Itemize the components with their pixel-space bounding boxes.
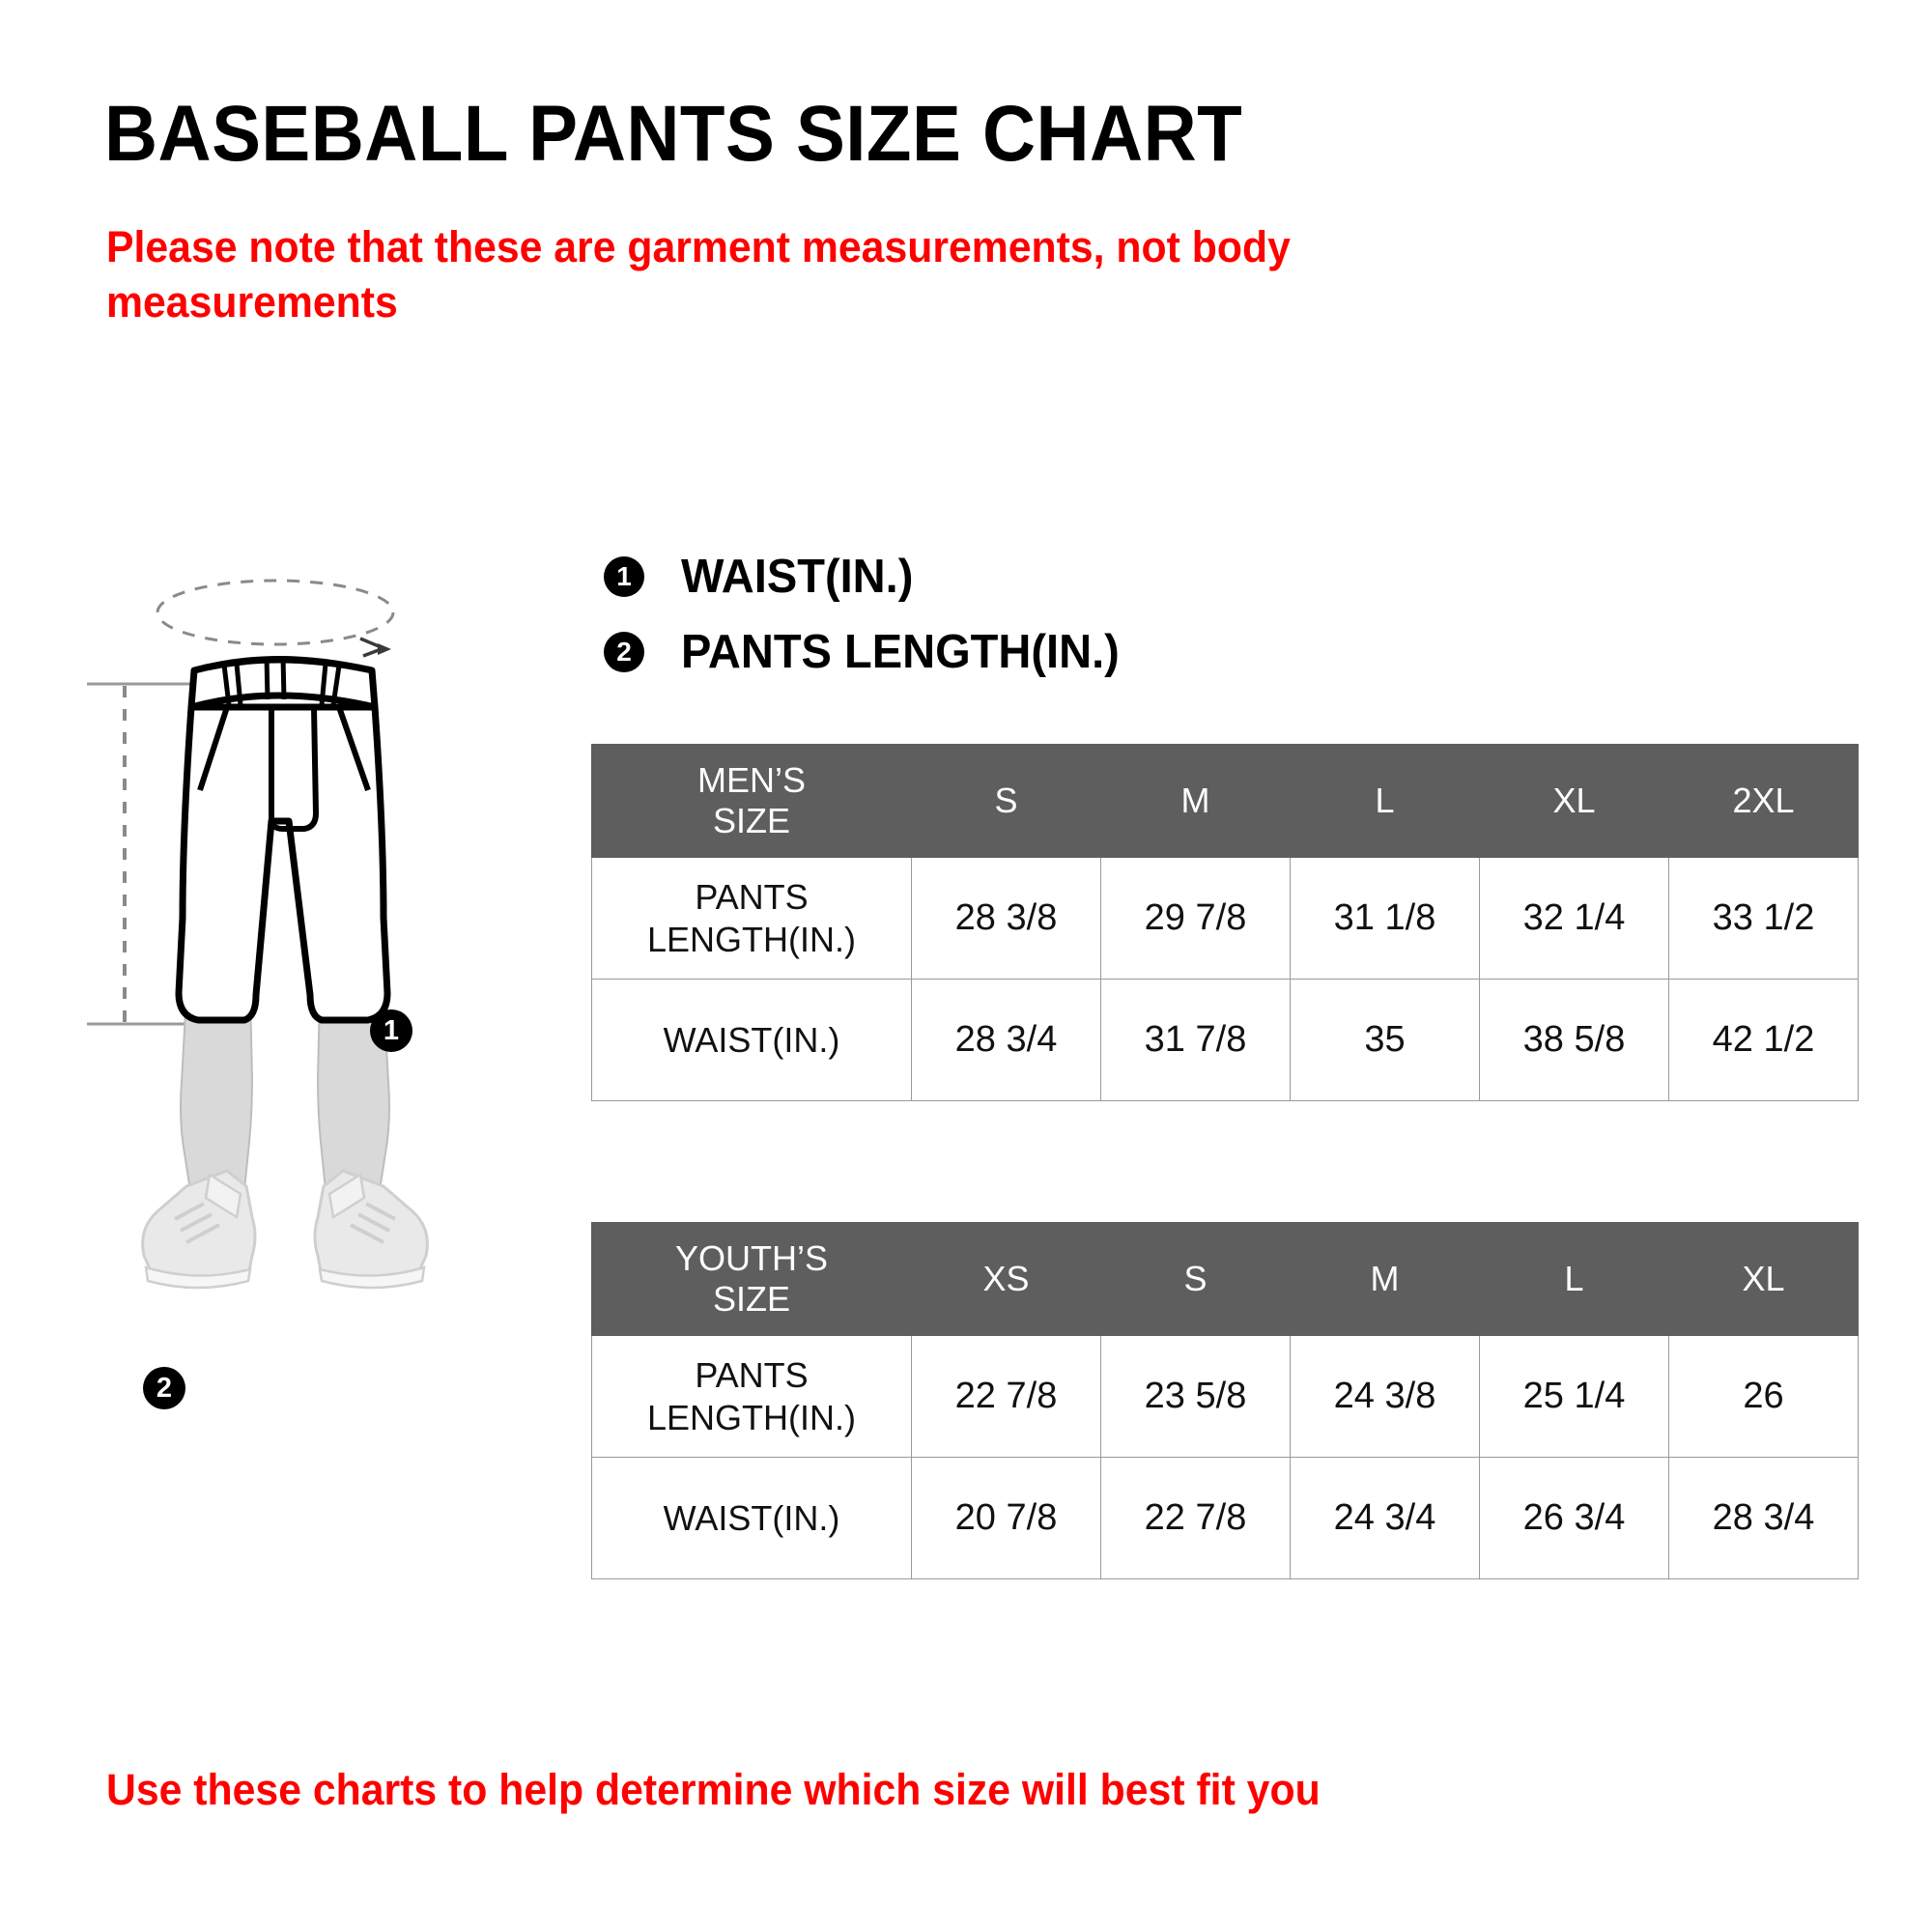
row-label-line2: LENGTH(IN.) <box>647 1397 856 1437</box>
shoe-left <box>141 1169 257 1290</box>
youths-size-table: YOUTH’S SIZE XS S M L XL PANTS LENGTH(IN… <box>591 1222 1859 1579</box>
youths-pants-length-xs: 22 7/8 <box>911 1335 1101 1458</box>
legend-item-waist: 1 WAIST(IN.) <box>604 539 1138 614</box>
youths-size-col-l: L <box>1479 1222 1669 1336</box>
waist-marker-badge: 1 <box>370 1009 412 1052</box>
youths-row-label-waist: WAIST(IN.) <box>591 1457 912 1579</box>
page-title: BASEBALL PANTS SIZE CHART <box>104 90 1243 178</box>
mens-size-col-l: L <box>1290 744 1480 858</box>
measurement-legend: 1 WAIST(IN.) 2 PANTS LENGTH(IN.) <box>604 539 1138 690</box>
mens-size-col-m: M <box>1100 744 1291 858</box>
waist-arrowhead-icon <box>378 643 391 655</box>
youths-size-col-xl: XL <box>1668 1222 1859 1336</box>
youths-row-label-pants-length: PANTS LENGTH(IN.) <box>591 1335 912 1458</box>
mens-waist-s: 28 3/4 <box>911 979 1101 1101</box>
pants-illustration: 1 2 <box>82 541 488 1507</box>
belt-loop-center <box>264 656 287 700</box>
mens-pants-length-s: 28 3/8 <box>911 857 1101 980</box>
mens-corner-header: MEN’S SIZE <box>591 744 912 858</box>
youths-waist-l: 26 3/4 <box>1479 1457 1669 1579</box>
row-label-line2: LENGTH(IN.) <box>647 919 856 959</box>
youths-waist-m: 24 3/4 <box>1290 1457 1480 1579</box>
mens-waist-2xl: 42 1/2 <box>1668 979 1859 1101</box>
youths-pants-length-l: 25 1/4 <box>1479 1335 1669 1458</box>
mens-pants-length-2xl: 33 1/2 <box>1668 857 1859 980</box>
row-label-line1: PANTS <box>695 1355 809 1396</box>
table-row: PANTS LENGTH(IN.) 22 7/8 23 5/8 24 3/8 2… <box>591 1335 1859 1458</box>
mens-size-col-xl: XL <box>1479 744 1669 858</box>
youths-waist-xl: 28 3/4 <box>1668 1457 1859 1579</box>
mens-waist-xl: 38 5/8 <box>1479 979 1669 1101</box>
legend-item-pants-length: 2 PANTS LENGTH(IN.) <box>604 614 1138 690</box>
belt-loop-right <box>319 663 342 706</box>
number-2-icon: 2 <box>604 632 644 672</box>
pocket-left <box>197 706 230 791</box>
youths-pants-length-xl: 26 <box>1668 1335 1859 1458</box>
waistband-top-edge <box>193 656 373 673</box>
length-marker-badge: 2 <box>143 1367 185 1409</box>
pocket-right <box>336 706 371 791</box>
sock-left <box>180 994 254 1191</box>
mens-row-label-pants-length: PANTS LENGTH(IN.) <box>591 857 912 980</box>
shoe-right <box>313 1169 429 1290</box>
waist-measure-ellipse <box>156 579 395 646</box>
pants-diagram-svg <box>87 579 429 1290</box>
legend-label-pants-length: PANTS LENGTH(IN.) <box>681 626 1120 678</box>
table-row: WAIST(IN.) 20 7/8 22 7/8 24 3/4 26 3/4 2… <box>591 1457 1859 1579</box>
mens-row-label-waist: WAIST(IN.) <box>591 979 912 1101</box>
youths-pants-length-m: 24 3/8 <box>1290 1335 1480 1458</box>
table-row: PANTS LENGTH(IN.) 28 3/8 29 7/8 31 1/8 3… <box>591 857 1859 980</box>
garment-measurement-note: Please note that these are garment measu… <box>106 222 1291 327</box>
youths-size-col-xs: XS <box>911 1222 1101 1336</box>
youths-size-col-m: M <box>1290 1222 1480 1336</box>
legend-label-waist: WAIST(IN.) <box>681 551 914 603</box>
corner-header-line2: SIZE <box>712 801 790 840</box>
belt-loop-left <box>221 663 243 706</box>
mens-pants-length-xl: 32 1/4 <box>1479 857 1669 980</box>
table-row: WAIST(IN.) 28 3/4 31 7/8 35 38 5/8 42 1/… <box>591 979 1859 1101</box>
pants-fly <box>269 706 319 832</box>
mens-size-col-s: S <box>911 744 1101 858</box>
corner-header-line2: SIZE <box>712 1279 790 1319</box>
corner-header-line1: YOUTH’S <box>674 1238 828 1279</box>
youths-pants-length-s: 23 5/8 <box>1100 1335 1291 1458</box>
mens-waist-l: 35 <box>1290 979 1480 1101</box>
youths-waist-s: 22 7/8 <box>1100 1457 1291 1579</box>
table-header-row: MEN’S SIZE S M L XL 2XL <box>591 744 1859 858</box>
footer-note: Use these charts to help determine which… <box>106 1765 1321 1814</box>
mens-size-col-2xl: 2XL <box>1668 744 1859 858</box>
corner-header-line1: MEN’S <box>696 760 806 801</box>
mens-size-table: MEN’S SIZE S M L XL 2XL PANTS LENGTH(IN.… <box>591 744 1859 1101</box>
youths-corner-header: YOUTH’S SIZE <box>591 1222 912 1336</box>
table-header-row: YOUTH’S SIZE XS S M L XL <box>591 1222 1859 1336</box>
row-label-line1: PANTS <box>695 877 809 918</box>
mens-waist-m: 31 7/8 <box>1100 979 1291 1101</box>
youths-waist-xs: 20 7/8 <box>911 1457 1101 1579</box>
mens-pants-length-m: 29 7/8 <box>1100 857 1291 980</box>
mens-pants-length-l: 31 1/8 <box>1290 857 1480 980</box>
number-1-icon: 1 <box>604 556 644 597</box>
pants-body <box>175 703 391 1024</box>
youths-size-col-s: S <box>1100 1222 1291 1336</box>
